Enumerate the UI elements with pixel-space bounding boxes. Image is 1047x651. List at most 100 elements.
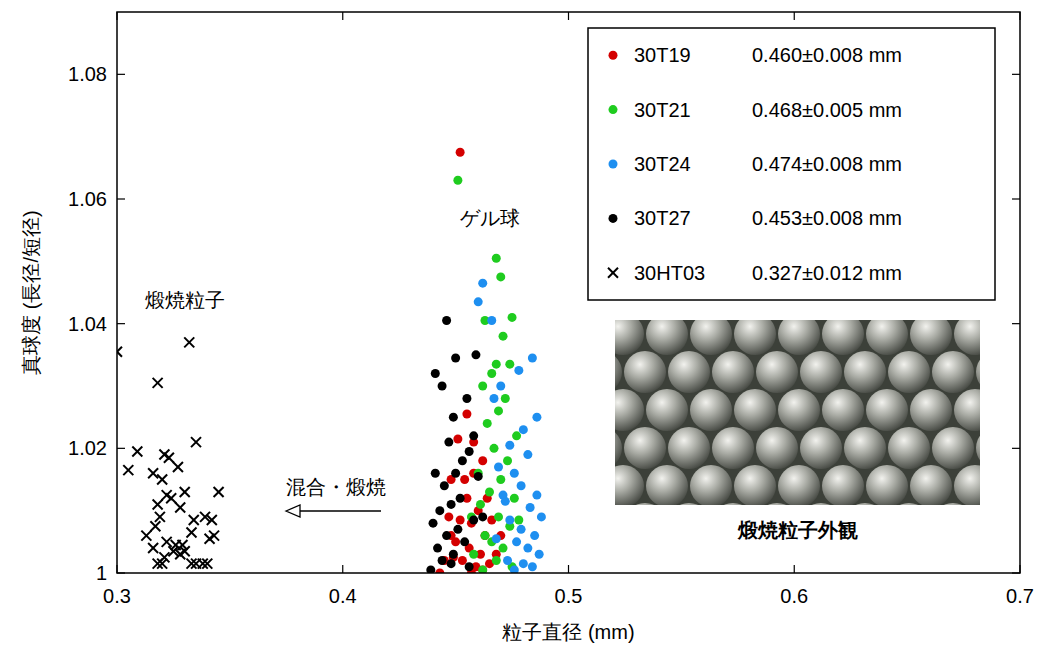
point-x-stroke <box>162 537 172 547</box>
point <box>508 313 517 322</box>
point-x-stroke <box>157 559 167 569</box>
point-x-stroke <box>132 446 142 456</box>
point-x-stroke <box>164 453 174 463</box>
point-x-stroke <box>132 446 142 456</box>
point <box>438 382 447 391</box>
point-x-stroke <box>180 487 190 497</box>
point <box>458 556 467 565</box>
y-tick <box>1012 323 1020 324</box>
photo-sphere <box>844 427 886 469</box>
photo-sphere <box>932 351 974 393</box>
photo-sphere <box>646 389 688 431</box>
point <box>431 469 440 478</box>
y-tick <box>117 448 125 449</box>
point <box>429 519 438 528</box>
point <box>499 332 508 341</box>
point <box>478 279 487 288</box>
y-axis-title: 真球度 (長径/短径) <box>20 210 42 374</box>
point <box>499 491 508 500</box>
annotation: ゲル球 <box>460 207 520 229</box>
photo-sphere <box>756 427 798 469</box>
photo-sphere <box>756 503 798 505</box>
photo-sphere <box>615 320 644 355</box>
photo-sphere <box>822 320 864 355</box>
point-x <box>166 493 176 503</box>
point-x <box>123 465 133 475</box>
point <box>456 516 465 525</box>
photo-sphere <box>615 465 644 505</box>
point <box>447 500 456 509</box>
point <box>480 531 489 540</box>
photo-sphere <box>690 320 732 355</box>
point <box>483 419 492 428</box>
point-x <box>214 487 224 497</box>
y-tick <box>1012 448 1020 449</box>
point-x <box>141 531 151 541</box>
point <box>431 369 440 378</box>
series <box>426 316 487 573</box>
point <box>438 556 447 565</box>
point-x-stroke <box>189 515 199 525</box>
point-x-stroke <box>209 531 219 541</box>
point-x-stroke <box>175 503 185 513</box>
point <box>451 353 460 362</box>
point <box>510 469 519 478</box>
point <box>490 444 499 453</box>
point <box>494 512 503 521</box>
photo-sphere <box>615 389 644 431</box>
y-tick <box>1012 74 1020 75</box>
legend-label: 30T19 <box>634 44 691 66</box>
x-tick-label: 0.3 <box>103 585 131 607</box>
legend-text: 0.460±0.008 mm <box>752 44 902 66</box>
point <box>496 382 505 391</box>
point-x-stroke <box>155 512 165 522</box>
point-x-stroke <box>180 546 190 556</box>
point <box>514 516 523 525</box>
point <box>433 544 442 553</box>
point-x-stroke <box>191 437 201 447</box>
point <box>465 447 474 456</box>
point <box>523 450 532 459</box>
photo-sphere <box>668 427 710 469</box>
point <box>505 441 514 450</box>
point <box>494 406 503 415</box>
point <box>523 544 532 553</box>
point-x-stroke <box>123 465 133 475</box>
point <box>535 550 544 559</box>
x-tick-label: 0.5 <box>555 585 583 607</box>
y-tick-label: 1.02 <box>68 437 107 459</box>
background <box>0 0 1047 651</box>
photo-sphere <box>615 427 622 469</box>
point <box>490 394 499 403</box>
point <box>453 525 462 534</box>
point <box>447 559 456 568</box>
photo-sphere <box>668 351 710 393</box>
photo-sphere <box>822 389 864 431</box>
point-x-stroke <box>141 531 151 541</box>
point <box>501 394 510 403</box>
point <box>532 413 541 422</box>
point <box>492 254 501 263</box>
y-tick-label: 1.08 <box>68 63 107 85</box>
point-x <box>173 462 183 472</box>
annotation: 混合・煅焼 <box>286 476 386 498</box>
photo-caption: 煅焼粒子外観 <box>737 519 858 541</box>
photo-sphere <box>910 465 952 505</box>
photo-sphere <box>756 351 798 393</box>
point-x-stroke <box>153 378 163 388</box>
photo-sphere <box>954 320 980 355</box>
series <box>117 337 224 568</box>
photo-sphere <box>888 503 930 505</box>
point-x-stroke <box>186 527 196 537</box>
photo-sphere <box>712 503 754 505</box>
point <box>462 410 471 419</box>
point-x <box>189 515 199 525</box>
legend-marker <box>609 214 618 223</box>
legend-marker <box>608 268 618 278</box>
point <box>492 360 501 369</box>
point-x-stroke <box>209 531 219 541</box>
legend-label: 30T24 <box>634 153 691 175</box>
point-x-stroke <box>180 546 190 556</box>
photo-sphere <box>822 465 864 505</box>
x-tick-label: 0.7 <box>1006 585 1034 607</box>
